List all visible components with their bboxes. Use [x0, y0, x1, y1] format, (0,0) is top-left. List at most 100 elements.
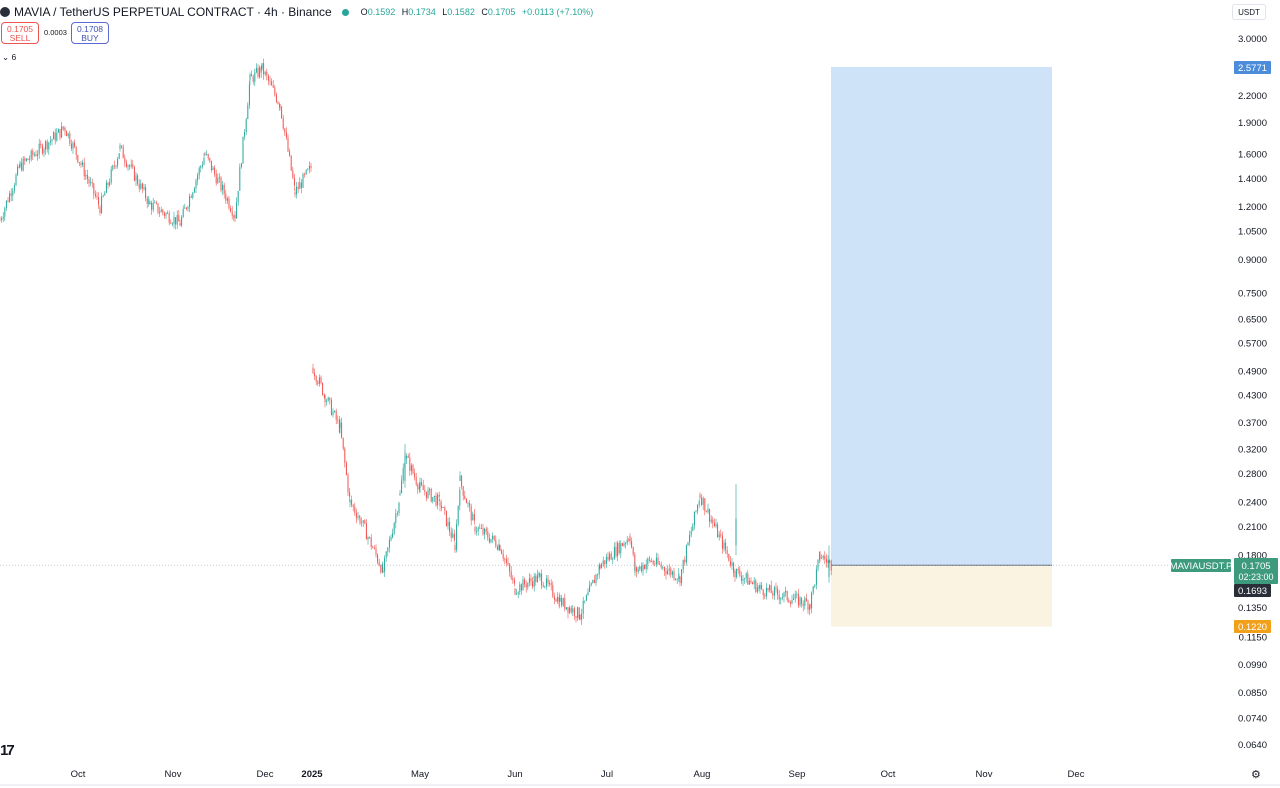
candle-body: [317, 381, 319, 384]
candle-body: [498, 544, 500, 550]
candle-body: [231, 211, 233, 216]
spread-value: 0.0003: [44, 28, 67, 37]
candle-body: [101, 196, 103, 213]
candle-body: [332, 411, 334, 415]
candle-body: [736, 568, 738, 578]
candle-body: [631, 540, 633, 548]
candle-body: [49, 140, 51, 143]
candle-body: [501, 550, 503, 554]
candle-body: [402, 468, 404, 481]
candle-body: [707, 508, 709, 513]
candle-body: [652, 561, 654, 564]
candle-body: [821, 558, 823, 559]
candle-body: [244, 132, 246, 137]
candle-body: [67, 133, 69, 137]
candle-body: [125, 162, 127, 167]
currency-button[interactable]: USDT: [1232, 4, 1266, 20]
candle-body: [215, 173, 217, 184]
candle-body: [514, 588, 516, 595]
candle-body: [252, 76, 254, 82]
price-axis-tick: 1.6000: [1238, 149, 1267, 160]
candle-body: [17, 166, 19, 175]
candle-body: [113, 165, 115, 167]
candle-body: [480, 528, 482, 529]
candle-body: [490, 538, 492, 543]
candle-body: [314, 373, 316, 377]
candle-body: [785, 590, 787, 593]
candle-body: [545, 578, 547, 587]
candle-body: [294, 192, 296, 195]
candle-body: [758, 586, 760, 588]
chart-legend: MAVIA / TetherUS PERPETUAL CONTRACT · 4h…: [0, 4, 597, 20]
time-axis-tick: Aug: [694, 769, 711, 780]
candle-body: [22, 158, 24, 171]
candle-body: [753, 580, 755, 585]
candle-body: [99, 207, 101, 213]
time-axis-tick: Jun: [507, 769, 522, 780]
sell-label: SELL: [9, 33, 31, 43]
candle-body: [361, 522, 363, 524]
candle-body: [357, 516, 359, 518]
candle-body: [118, 153, 120, 159]
candle-body: [601, 564, 603, 569]
candle-body: [519, 584, 521, 593]
candle-body: [320, 377, 322, 383]
candle-body: [80, 162, 82, 165]
tradingview-logo-icon[interactable]: 17: [0, 742, 15, 759]
buy-button[interactable]: 0.1708 BUY: [71, 22, 109, 44]
candle-body: [744, 578, 746, 580]
candle-body: [90, 182, 92, 184]
candle-body: [809, 604, 811, 609]
candle-body: [581, 613, 583, 620]
candle-body: [269, 80, 271, 82]
candle-body: [564, 598, 566, 610]
candle-body: [349, 500, 351, 503]
candle-body: [620, 543, 622, 554]
candle-body: [723, 542, 725, 549]
candle-body: [160, 209, 162, 213]
indicators-toggle[interactable]: ⌄ 6: [2, 52, 16, 63]
candle-body: [570, 607, 572, 613]
candle-body: [390, 537, 392, 541]
sell-button[interactable]: 0.1705 SELL: [1, 22, 39, 44]
candle-body: [682, 559, 684, 570]
candle-body: [687, 542, 689, 546]
candle-body: [193, 188, 195, 193]
candle-body: [457, 505, 459, 525]
candle-body: [234, 214, 236, 219]
candle-body: [817, 559, 819, 570]
candle-body: [671, 571, 673, 575]
candle-body: [507, 562, 509, 565]
candle-body: [382, 571, 384, 573]
target-price-badge: 2.5771: [1238, 63, 1267, 74]
settings-gear-icon[interactable]: ⚙: [1251, 769, 1261, 781]
candle-body: [401, 480, 403, 493]
candle-body: [775, 587, 777, 589]
candle-body: [439, 502, 441, 506]
candle-body: [637, 569, 639, 572]
candle-body: [176, 215, 178, 225]
candle-body: [459, 489, 461, 506]
candle-body: [78, 162, 80, 163]
candle-body: [48, 142, 50, 150]
candle-body: [398, 502, 400, 514]
candle-body: [584, 600, 586, 602]
candle-body: [412, 465, 414, 474]
price-axis-tick: 0.1350: [1238, 603, 1267, 614]
candle-body: [761, 585, 763, 590]
candle-body: [676, 578, 678, 580]
bar-countdown: 02:23:00: [1238, 572, 1273, 582]
candle-body: [539, 573, 541, 577]
candle-body: [541, 573, 543, 586]
chevron-down-icon: ⌄: [2, 52, 10, 62]
candle-body: [549, 583, 551, 585]
candle-body: [132, 164, 134, 167]
candle-body: [93, 183, 95, 194]
candle-body: [740, 575, 742, 581]
candle-body: [237, 190, 239, 202]
symbol-title[interactable]: MAVIA / TetherUS PERPETUAL CONTRACT · 4h…: [14, 5, 332, 19]
candle-body: [427, 490, 429, 499]
candle-body: [10, 193, 12, 196]
cross-price-badge: 0.1693: [1238, 586, 1267, 597]
